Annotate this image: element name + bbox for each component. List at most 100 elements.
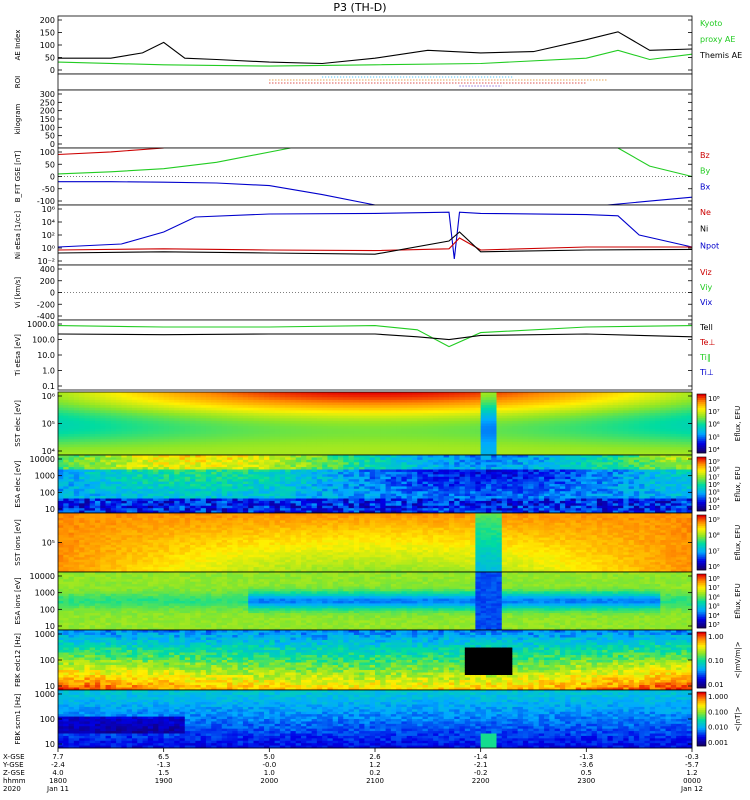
y-tick-label: 0.1 [42,382,55,391]
colorbar-label: Eflux, EFU [734,583,742,618]
panel-y-label: ESA ions [eV] [14,577,22,624]
y-tick-label: 10000 [30,572,55,581]
colorbar-tick-label: 10⁸ [708,575,720,583]
x-tick-label: -2.4 [51,761,65,769]
colorbar-tick-label: 10⁹ [708,516,720,524]
colorbar-tick-label: 10⁶ [708,563,720,571]
legend-label: By [700,167,710,176]
legend-label: Ti∥ [699,353,711,362]
colorbar-label: <|mV/m|> [734,641,742,678]
x-tick-label: -0.0 [262,761,276,769]
y-tick-label: 10⁶ [42,205,55,214]
colorbar-tick-label: 10⁷ [708,547,720,555]
panel-fbkb: FBK scm1 [Hz] 1.0000.1000.0100.001<|nT|>1… [14,690,742,749]
x-tick-label: 5.0 [264,753,275,761]
x-tick-label: -1.3 [157,761,171,769]
panel-esai: ESA ions [eV] 10⁸10⁷10⁶ 10⁵10⁴10³ Eflux, EF… [14,572,742,631]
y-tick-label: 0 [50,66,55,75]
y-tick-label: 400 [40,265,55,274]
x-tick-label: 1.0 [264,769,275,777]
colorbar-label: Eflux, EFU [734,466,742,501]
panel-y-label: FBK edc12 [Hz] [14,633,22,687]
y-tick-label: 1000 [35,589,55,598]
panel-roi: ROI [14,74,692,90]
legend-label: Npot [700,241,719,250]
x-row-label: 2020 [3,785,21,793]
colorbar-label: Eflux, EFU [734,525,742,560]
y-tick-label: 10⁰ [42,244,55,253]
y-tick-label: 10² [42,231,55,240]
legend-label: Bz [700,151,710,160]
y-tick-label: 50 [45,160,55,169]
x-tick-label: Jan 12 [680,785,703,793]
colorbar-tick-label: 10³ [708,504,720,512]
panel-y-label: ESA elec [eV] [14,460,22,507]
y-tick-label: 10⁴ [42,218,55,227]
panel-bfit: B_FIT GSE [nT] 100500-50-100BzByBx [14,148,710,206]
y-tick-label: 10000 [30,455,55,464]
panel-vi: Vi [km/s] 400 200 0 -200 -400 Viz Viy Vix [14,265,713,321]
y-tick-label: 100 [40,148,55,157]
y-tick-label: 200 [40,277,55,286]
panel-y-label: FBK scm1 [Hz] [14,693,22,744]
colorbar-tick-label: 0.001 [708,739,728,747]
legend-label: Vix [700,298,713,307]
panel-y-label: kilogram [14,103,22,134]
legend-label: Ti⊥ [699,368,714,377]
colorbar: 1.000 0.100 0.010 0.001 <|nT|> [697,692,742,747]
x-tick-label: 0.2 [369,769,380,777]
panel-ae: AE Index 200 150 100 50 0 Kyoto proxy AE Themis … [14,16,742,75]
x-axis-labels: X-GSEY-GSEZ-GSEhhmm20207.7-2.44.01800Jan… [2,748,703,793]
x-row-label: Z-GSE [3,769,25,777]
y-tick-label: 150 [40,29,55,38]
panel-esae: ESA elec [eV] 10⁹10⁸10⁷10⁶10⁵10⁴10³ Eflux,… [14,455,742,514]
y-tick-label: 200 [40,16,55,25]
x-row-label: Y-GSE [2,761,24,769]
panel-y-label: AE Index [14,30,22,61]
colorbar-label: Eflux, EFU [734,406,742,441]
x-tick-label: 2000 [260,777,278,785]
colorbar-tick-label: 10⁴ [708,446,720,454]
y-tick-label: 10 [45,740,55,749]
y-tick-label: 100 [40,41,55,50]
x-tick-label: -1.4 [474,753,488,761]
colorbar: 10⁹10⁸10⁷10⁶Eflux, EFU [697,515,742,571]
colorbar-tick-label: 0.100 [708,708,728,716]
x-tick-label: 2100 [366,777,384,785]
y-tick-label: 1.0 [42,367,55,376]
x-tick-label: -2.1 [474,761,488,769]
y-tick-label: 10⁶ [42,392,55,401]
x-tick-label: 0000 [683,777,701,785]
y-tick-label: 10 [45,505,55,514]
x-tick-label: 0.5 [581,769,592,777]
panel-y-label: ROI [14,76,22,88]
x-tick-label: -3.6 [579,761,593,769]
legend-label: Viy [700,283,713,292]
y-tick-label: 0 [50,289,55,298]
panel-ssti: SST ions [eV] 10⁹ 10⁸ 10⁷ 10⁶ Eflux, EFU 10⁵ [14,513,742,572]
colorbar-tick-label: 1.00 [708,633,724,641]
y-tick-label: 1000 [35,690,55,699]
colorbar: 1.00 0.10 0.01 <|mV/m|> [697,632,742,689]
panel-ti: Ti eEsa [eV] 1000.0 100.0 10.0 1.0 0.1 Tell Te⊥… [14,320,715,391]
x-tick-label: 1.2 [686,769,697,777]
panel-ni: Ni eEsa [1/cc]10⁶10⁴10²10⁰10⁻²NeNiNpot [14,205,719,266]
y-tick-label: 10⁵ [42,539,55,548]
colorbar-tick-label: 0.010 [708,724,728,732]
colorbar: 10⁹10⁸10⁷10⁶10⁵10⁴10³ Eflux, EFU [697,457,742,512]
colorbar-tick-label: 10⁵ [708,433,720,441]
legend-label: Viz [700,268,712,277]
x-tick-label: -0.3 [685,753,699,761]
colorbar-label: <|nT|> [734,706,742,731]
x-tick-label: 1800 [49,777,67,785]
colorbar-tick-label: 1.000 [708,693,728,701]
y-tick-label: -50 [42,185,55,194]
y-tick-label: 10⁵ [42,420,55,429]
legend-label: Kyoto [700,19,722,28]
x-tick-label: 1900 [155,777,173,785]
colorbar-tick-label: 10⁸ [708,395,720,403]
x-tick-label: -0.2 [474,769,488,777]
y-tick-label: 100 [40,715,55,724]
plot-title: P3 (TH-D) [333,1,386,14]
